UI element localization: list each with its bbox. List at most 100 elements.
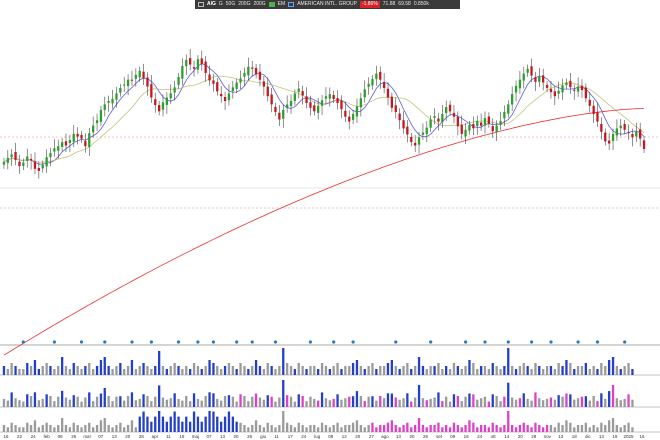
volume-bar bbox=[445, 366, 448, 375]
event-marker bbox=[176, 340, 181, 344]
volume-bar bbox=[231, 366, 234, 375]
volume-bar bbox=[576, 366, 580, 375]
candle-body bbox=[545, 84, 549, 88]
candle-body bbox=[107, 101, 110, 103]
chart-type-icon[interactable] bbox=[198, 2, 204, 7]
volume-bar bbox=[223, 416, 227, 432]
volume-bar bbox=[623, 398, 626, 407]
volume-bar bbox=[514, 399, 518, 407]
volume-bar bbox=[410, 369, 413, 375]
candle-body bbox=[150, 84, 153, 98]
candle-body bbox=[464, 129, 467, 137]
volume-bar bbox=[549, 366, 553, 375]
x-tick-label: 14 bbox=[504, 434, 510, 439]
volume-bar bbox=[429, 425, 432, 432]
candle-body bbox=[53, 148, 56, 152]
volume-bar bbox=[254, 360, 258, 375]
volume-bar bbox=[480, 366, 483, 375]
volume-bar bbox=[99, 360, 103, 375]
volume-bar bbox=[14, 398, 17, 407]
volume-bar bbox=[433, 397, 436, 407]
volume-bar bbox=[282, 348, 285, 375]
candle-body bbox=[623, 124, 626, 130]
candle-body bbox=[26, 156, 29, 161]
volume-bar bbox=[123, 369, 126, 375]
volume-bar bbox=[177, 366, 180, 375]
x-tick-label: 26 bbox=[423, 434, 429, 439]
volume-bar bbox=[243, 366, 246, 375]
candle-body bbox=[363, 89, 366, 98]
volume-bar bbox=[406, 422, 409, 432]
volume-bar bbox=[596, 369, 599, 375]
volume-bar bbox=[576, 425, 580, 432]
volume-bar bbox=[631, 399, 634, 407]
candle-body bbox=[231, 87, 234, 91]
volume-bar bbox=[619, 369, 622, 375]
volume-bar bbox=[464, 366, 467, 375]
volume-bar bbox=[177, 398, 180, 407]
volume-bar bbox=[483, 366, 487, 375]
volume-bar bbox=[580, 366, 584, 375]
volume-bar bbox=[631, 427, 634, 432]
candle-body bbox=[305, 96, 308, 103]
volume-bar bbox=[6, 400, 9, 407]
volume-bar bbox=[103, 387, 106, 407]
volume-bar bbox=[526, 398, 529, 407]
volume-bar bbox=[573, 427, 576, 432]
volume-panel-2 bbox=[0, 380, 660, 408]
volume-bar bbox=[53, 401, 56, 407]
candle-body bbox=[309, 102, 312, 108]
candle-body bbox=[604, 132, 607, 142]
event-marker bbox=[196, 340, 200, 344]
candle-body bbox=[441, 114, 444, 123]
volume-bar bbox=[421, 366, 425, 375]
volume-bar bbox=[565, 420, 568, 432]
volume-bar bbox=[88, 392, 91, 407]
volume-bar bbox=[324, 425, 328, 432]
volume-bar bbox=[406, 363, 409, 375]
volume-bar bbox=[320, 422, 324, 432]
ma-button-1[interactable]: 50G bbox=[225, 1, 236, 7]
volume-bar bbox=[119, 396, 122, 407]
candle-body bbox=[185, 59, 188, 67]
volume-bar bbox=[584, 422, 587, 432]
settings-icon[interactable] bbox=[288, 2, 295, 7]
compare-icon[interactable] bbox=[268, 2, 275, 7]
candle-body bbox=[266, 86, 269, 97]
candle-body bbox=[495, 125, 498, 132]
ema-button[interactable]: EM bbox=[277, 1, 286, 7]
volume-bar bbox=[371, 396, 374, 407]
volume-bar bbox=[511, 366, 514, 375]
candle-body bbox=[596, 112, 599, 122]
candle-body bbox=[138, 70, 141, 78]
event-marker bbox=[623, 340, 627, 344]
x-tick-label: 22 bbox=[17, 434, 23, 439]
x-tick-label: 27 bbox=[369, 434, 375, 439]
volume-bar bbox=[386, 363, 390, 375]
candle-body bbox=[6, 157, 9, 163]
volume-bar bbox=[305, 427, 308, 432]
ma-button-2[interactable]: 200G bbox=[238, 1, 251, 7]
ticker-field[interactable]: AIG bbox=[207, 1, 216, 7]
volume-bar bbox=[204, 416, 207, 432]
candle-body bbox=[348, 116, 351, 122]
candle-body bbox=[511, 94, 514, 105]
volume-bar bbox=[611, 357, 615, 375]
volume-bar bbox=[441, 369, 444, 375]
volume-bar bbox=[394, 366, 397, 375]
volume-bar bbox=[565, 360, 568, 375]
volume-bar bbox=[608, 391, 611, 407]
x-tick-label: 26 bbox=[247, 434, 253, 439]
volume-bar bbox=[68, 427, 71, 432]
volume-bar bbox=[99, 393, 103, 407]
frequency-select[interactable]: G bbox=[218, 1, 223, 7]
volume-bar bbox=[351, 363, 355, 375]
volume-bar bbox=[514, 369, 518, 375]
volume-bar bbox=[68, 369, 71, 375]
candle-body bbox=[154, 99, 157, 106]
volume-bar bbox=[185, 396, 188, 407]
volume-bar bbox=[371, 422, 374, 432]
ma-button-3[interactable]: 200G bbox=[253, 1, 266, 7]
volume-bar bbox=[216, 416, 219, 432]
